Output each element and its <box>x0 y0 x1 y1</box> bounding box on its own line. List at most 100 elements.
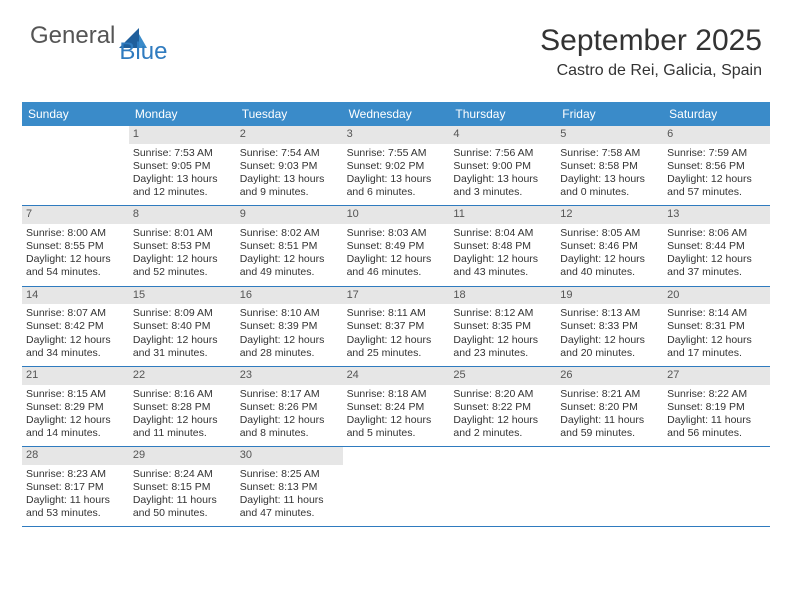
brand-logo: General Blue <box>30 22 195 50</box>
day-number: 25 <box>449 367 556 385</box>
sunset-text: Sunset: 8:37 PM <box>347 320 446 333</box>
daylight-text: Daylight: 12 hours and 34 minutes. <box>26 334 125 360</box>
daylight-text: Daylight: 12 hours and 49 minutes. <box>240 253 339 279</box>
calendar-cell: 23Sunrise: 8:17 AMSunset: 8:26 PMDayligh… <box>236 367 343 446</box>
calendar-week-row: 7Sunrise: 8:00 AMSunset: 8:55 PMDaylight… <box>22 206 770 286</box>
sunrise-text: Sunrise: 8:02 AM <box>240 227 339 240</box>
day-number: 16 <box>236 287 343 305</box>
sunset-text: Sunset: 8:35 PM <box>453 320 552 333</box>
dow-header-row: SundayMondayTuesdayWednesdayThursdayFrid… <box>22 102 770 126</box>
calendar-cell: 18Sunrise: 8:12 AMSunset: 8:35 PMDayligh… <box>449 287 556 366</box>
calendar-cell: 1Sunrise: 7:53 AMSunset: 9:05 PMDaylight… <box>129 126 236 205</box>
sunset-text: Sunset: 8:33 PM <box>560 320 659 333</box>
daylight-text: Daylight: 12 hours and 31 minutes. <box>133 334 232 360</box>
sunrise-text: Sunrise: 8:22 AM <box>667 388 766 401</box>
calendar-cell: 24Sunrise: 8:18 AMSunset: 8:24 PMDayligh… <box>343 367 450 446</box>
day-number: 11 <box>449 206 556 224</box>
sunset-text: Sunset: 8:39 PM <box>240 320 339 333</box>
sunrise-text: Sunrise: 8:05 AM <box>560 227 659 240</box>
sunrise-text: Sunrise: 8:09 AM <box>133 307 232 320</box>
sunrise-text: Sunrise: 8:25 AM <box>240 468 339 481</box>
day-number: 29 <box>129 447 236 465</box>
sunset-text: Sunset: 8:51 PM <box>240 240 339 253</box>
sunset-text: Sunset: 8:58 PM <box>560 160 659 173</box>
calendar-cell: 27Sunrise: 8:22 AMSunset: 8:19 PMDayligh… <box>663 367 770 446</box>
daylight-text: Daylight: 12 hours and 8 minutes. <box>240 414 339 440</box>
day-number: 26 <box>556 367 663 385</box>
daylight-text: Daylight: 12 hours and 11 minutes. <box>133 414 232 440</box>
sunset-text: Sunset: 8:15 PM <box>133 481 232 494</box>
day-number: 3 <box>343 126 450 144</box>
calendar-cell: 14Sunrise: 8:07 AMSunset: 8:42 PMDayligh… <box>22 287 129 366</box>
day-number: 7 <box>22 206 129 224</box>
calendar-cell: 30Sunrise: 8:25 AMSunset: 8:13 PMDayligh… <box>236 447 343 526</box>
calendar-cell: 22Sunrise: 8:16 AMSunset: 8:28 PMDayligh… <box>129 367 236 446</box>
calendar-cell: 9Sunrise: 8:02 AMSunset: 8:51 PMDaylight… <box>236 206 343 285</box>
sunset-text: Sunset: 8:42 PM <box>26 320 125 333</box>
sunset-text: Sunset: 8:40 PM <box>133 320 232 333</box>
sunrise-text: Sunrise: 8:04 AM <box>453 227 552 240</box>
calendar-cell: 10Sunrise: 8:03 AMSunset: 8:49 PMDayligh… <box>343 206 450 285</box>
daylight-text: Daylight: 12 hours and 17 minutes. <box>667 334 766 360</box>
daylight-text: Daylight: 13 hours and 12 minutes. <box>133 173 232 199</box>
sunrise-text: Sunrise: 8:00 AM <box>26 227 125 240</box>
daylight-text: Daylight: 12 hours and 40 minutes. <box>560 253 659 279</box>
sunset-text: Sunset: 8:26 PM <box>240 401 339 414</box>
brand-part1: General <box>30 22 115 50</box>
sunrise-text: Sunrise: 7:58 AM <box>560 147 659 160</box>
sunset-text: Sunset: 8:55 PM <box>26 240 125 253</box>
calendar-cell: 15 Sunrise: 8:09 AMSunset: 8:40 PMDayligh… <box>129 287 236 366</box>
day-number: 24 <box>343 367 450 385</box>
sunrise-text: Sunrise: 8:06 AM <box>667 227 766 240</box>
daylight-text: Daylight: 11 hours and 53 minutes. <box>26 494 125 520</box>
sunset-text: Sunset: 8:29 PM <box>26 401 125 414</box>
daylight-text: Daylight: 12 hours and 2 minutes. <box>453 414 552 440</box>
daylight-text: Daylight: 12 hours and 14 minutes. <box>26 414 125 440</box>
day-number: 27 <box>663 367 770 385</box>
sunrise-text: Sunrise: 8:12 AM <box>453 307 552 320</box>
calendar-cell: 5Sunrise: 7:58 AMSunset: 8:58 PMDaylight… <box>556 126 663 205</box>
calendar-cell: 3Sunrise: 7:55 AMSunset: 9:02 PMDaylight… <box>343 126 450 205</box>
sunset-text: Sunset: 8:56 PM <box>667 160 766 173</box>
dow-header-cell: Thursday <box>449 102 556 126</box>
sunrise-text: Sunrise: 8:20 AM <box>453 388 552 401</box>
daylight-text: Daylight: 11 hours and 59 minutes. <box>560 414 659 440</box>
daylight-text: Daylight: 13 hours and 6 minutes. <box>347 173 446 199</box>
sunrise-text: Sunrise: 7:53 AM <box>133 147 232 160</box>
calendar-cell: 16Sunrise: 8:10 AMSunset: 8:39 PMDayligh… <box>236 287 343 366</box>
calendar-cell: 4Sunrise: 7:56 AMSunset: 9:00 PMDaylight… <box>449 126 556 205</box>
sunrise-text: Sunrise: 8:24 AM <box>133 468 232 481</box>
calendar-cell: 26Sunrise: 8:21 AMSunset: 8:20 PMDayligh… <box>556 367 663 446</box>
calendar-week-row: .1Sunrise: 7:53 AMSunset: 9:05 PMDayligh… <box>22 126 770 206</box>
day-number: 6 <box>663 126 770 144</box>
day-number: 18 <box>449 287 556 305</box>
sunset-text: Sunset: 8:46 PM <box>560 240 659 253</box>
day-number: 28 <box>22 447 129 465</box>
day-number: 15 <box>129 287 236 305</box>
calendar-grid: SundayMondayTuesdayWednesdayThursdayFrid… <box>22 102 770 527</box>
calendar-cell: 11Sunrise: 8:04 AMSunset: 8:48 PMDayligh… <box>449 206 556 285</box>
sunrise-text: Sunrise: 7:54 AM <box>240 147 339 160</box>
calendar-cell: 7 Sunrise: 8:00 AMSunset: 8:55 PMDaylight… <box>22 206 129 285</box>
day-number: 19 <box>556 287 663 305</box>
daylight-text: Daylight: 12 hours and 54 minutes. <box>26 253 125 279</box>
sunrise-text: Sunrise: 8:17 AM <box>240 388 339 401</box>
dow-header-cell: Monday <box>129 102 236 126</box>
calendar-week-row: 28Sunrise: 8:23 AMSunset: 8:17 PMDayligh… <box>22 447 770 527</box>
day-number: 10 <box>343 206 450 224</box>
sunset-text: Sunset: 8:13 PM <box>240 481 339 494</box>
calendar-cell: 20Sunrise: 8:14 AMSunset: 8:31 PMDayligh… <box>663 287 770 366</box>
day-number: 14 <box>22 287 129 305</box>
day-number: 30 <box>236 447 343 465</box>
day-number: 5 <box>556 126 663 144</box>
brand-part2: Blue <box>119 38 167 66</box>
day-number: 2 <box>236 126 343 144</box>
calendar-week-row: 14Sunrise: 8:07 AMSunset: 8:42 PMDayligh… <box>22 287 770 367</box>
daylight-text: Daylight: 12 hours and 46 minutes. <box>347 253 446 279</box>
calendar-cell-empty: . <box>663 447 770 526</box>
daylight-text: Daylight: 11 hours and 50 minutes. <box>133 494 232 520</box>
sunset-text: Sunset: 9:00 PM <box>453 160 552 173</box>
day-number: 17 <box>343 287 450 305</box>
calendar-cell-empty: . <box>556 447 663 526</box>
calendar-cell-empty: . <box>22 126 129 205</box>
